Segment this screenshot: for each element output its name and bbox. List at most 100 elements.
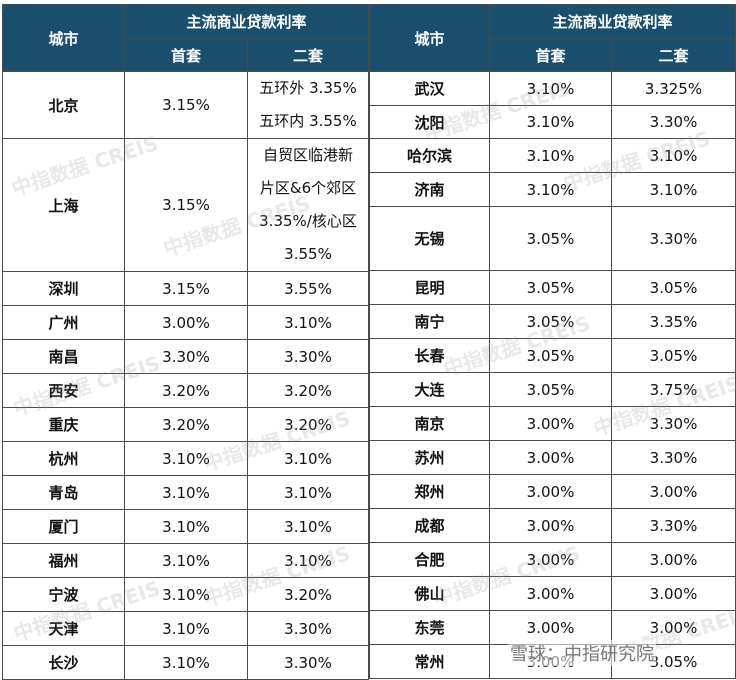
first-rate-cell: 3.10% <box>489 138 612 173</box>
first-rate-cell: 3.00% <box>489 440 612 475</box>
second-rate-line: 五环内 3.55% <box>259 112 357 130</box>
table-row: 济南 3.10% 3.10% <box>369 172 736 207</box>
first-rate-cell: 3.30% <box>124 339 248 374</box>
header-rate: 主流商业贷款利率 <box>488 4 736 39</box>
table-row: 杭州 3.10% 3.10% <box>2 441 370 476</box>
city-cell: 南京 <box>369 406 490 441</box>
city-cell: 哈尔滨 <box>369 138 490 173</box>
table-row: 合肥 3.00% 3.00% <box>369 542 736 577</box>
second-rate-line: 3.35%/核心区 <box>259 212 357 230</box>
table-row: 西安 3.20% 3.20% <box>2 373 370 408</box>
first-rate-cell: 3.05% <box>489 338 612 373</box>
second-rate-cell: 3.30% <box>610 406 736 441</box>
first-rate-cell: 3.10% <box>124 441 248 476</box>
city-cell: 广州 <box>2 305 125 340</box>
city-cell: 长春 <box>369 338 490 373</box>
second-rate-cell: 3.55% <box>246 271 370 306</box>
second-rate-cell: 3.10% <box>246 305 370 340</box>
first-rate-cell: 3.10% <box>489 71 612 106</box>
city-cell: 天津 <box>2 611 125 646</box>
second-rate-cell: 3.35% <box>610 304 736 339</box>
first-rate-cell: 3.00% <box>489 474 612 509</box>
header-city: 城市 <box>369 4 490 72</box>
header-first: 首套 <box>124 38 248 72</box>
header-second: 二套 <box>246 38 370 72</box>
first-rate-cell: 3.15% <box>124 271 248 306</box>
table-row: 东莞 3.00% 3.00% <box>369 610 736 645</box>
city-cell: 北京 <box>2 71 125 139</box>
first-rate-cell: 3.00% <box>489 610 612 645</box>
first-rate-cell: 3.10% <box>124 509 248 544</box>
table-row: 无锡 3.05% 3.30% <box>369 206 736 271</box>
first-rate-cell: 3.05% <box>489 372 612 407</box>
table-row: 长沙 3.10% 3.30% <box>2 645 370 680</box>
second-rate-cell: 五环外 3.35% 五环内 3.55% <box>246 71 370 139</box>
second-rate-cell: 3.20% <box>246 577 370 612</box>
second-rate-line: 五环外 3.35% <box>259 79 357 97</box>
header-second: 二套 <box>610 38 736 72</box>
table-row: 福州 3.10% 3.10% <box>2 543 370 578</box>
table-row: 大连 3.05% 3.75% <box>369 372 736 407</box>
table-row: 沈阳 3.10% 3.30% <box>369 105 736 139</box>
city-cell: 宁波 <box>2 577 125 612</box>
first-rate-cell: 3.10% <box>489 172 612 207</box>
first-rate-cell: 3.00% <box>489 542 612 577</box>
first-rate-cell: 3.20% <box>124 373 248 408</box>
city-cell: 沈阳 <box>369 105 490 139</box>
city-cell: 合肥 <box>369 542 490 577</box>
second-rate-cell: 3.30% <box>610 206 736 271</box>
first-rate-cell: 3.00% <box>124 305 248 340</box>
city-cell: 昆明 <box>369 270 490 305</box>
city-cell: 大连 <box>369 372 490 407</box>
table-row: 深圳 3.15% 3.55% <box>2 271 370 306</box>
city-cell: 深圳 <box>2 271 125 306</box>
second-rate-line: 3.55% <box>284 245 332 263</box>
table-row: 南京 3.00% 3.30% <box>369 406 736 441</box>
first-rate-cell: 3.10% <box>124 645 248 680</box>
second-rate-cell: 3.30% <box>246 611 370 646</box>
second-rate-line: 自贸区临港新 <box>263 146 354 164</box>
second-rate-cell: 3.325% <box>610 71 736 106</box>
second-rate-cell: 3.00% <box>610 542 736 577</box>
first-rate-cell: 3.00% <box>489 406 612 441</box>
city-cell: 青岛 <box>2 475 125 510</box>
second-rate-cell: 3.10% <box>246 543 370 578</box>
table-row: 上海 3.15% 自贸区临港新 片区&6个郊区 3.35%/核心区 3.55% <box>2 138 370 272</box>
table-row: 苏州 3.00% 3.30% <box>369 440 736 475</box>
first-rate-cell: 3.10% <box>124 543 248 578</box>
table-row: 广州 3.00% 3.10% <box>2 305 370 340</box>
city-cell: 常州 <box>369 644 490 679</box>
second-rate-cell: 3.10% <box>246 441 370 476</box>
second-rate-cell: 3.20% <box>246 407 370 442</box>
second-rate-cell: 3.10% <box>246 509 370 544</box>
table-row: 重庆 3.20% 3.20% <box>2 407 370 442</box>
city-cell: 西安 <box>2 373 125 408</box>
city-cell: 南宁 <box>369 304 490 339</box>
second-rate-cell: 3.10% <box>246 475 370 510</box>
table-row: 南昌 3.30% 3.30% <box>2 339 370 374</box>
city-cell: 东莞 <box>369 610 490 645</box>
city-cell: 无锡 <box>369 206 490 271</box>
second-rate-cell: 3.10% <box>610 138 736 173</box>
first-rate-cell: 3.05% <box>489 270 612 305</box>
second-rate-cell: 3.05% <box>610 338 736 373</box>
table-row: 南宁 3.05% 3.35% <box>369 304 736 339</box>
second-rate-cell: 3.30% <box>610 440 736 475</box>
first-rate-cell: 3.15% <box>124 71 248 139</box>
city-cell: 长沙 <box>2 645 125 680</box>
table-row: 武汉 3.10% 3.325% <box>369 71 736 106</box>
first-rate-cell: 3.05% <box>489 304 612 339</box>
table-row: 成都 3.00% 3.30% <box>369 508 736 543</box>
table-row: 昆明 3.05% 3.05% <box>369 270 736 305</box>
city-cell: 济南 <box>369 172 490 207</box>
rate-table-left: 城市 主流商业贷款利率 首套 二套 北京 3.15% 五环外 3.35% 五环内 3.… <box>2 4 370 680</box>
city-cell: 福州 <box>2 543 125 578</box>
second-rate-line: 片区&6个郊区 <box>259 179 357 197</box>
city-cell: 郑州 <box>369 474 490 509</box>
city-cell: 苏州 <box>369 440 490 475</box>
second-rate-cell: 自贸区临港新 片区&6个郊区 3.35%/核心区 3.55% <box>246 138 370 272</box>
table-row: 郑州 3.00% 3.00% <box>369 474 736 509</box>
table-row: 佛山 3.00% 3.00% <box>369 576 736 611</box>
first-rate-cell: 3.10% <box>124 475 248 510</box>
rate-table-left-body: 北京 3.15% 五环外 3.35% 五环内 3.55% 上海 3.15% 自贸区临港新 片区… <box>2 71 370 680</box>
